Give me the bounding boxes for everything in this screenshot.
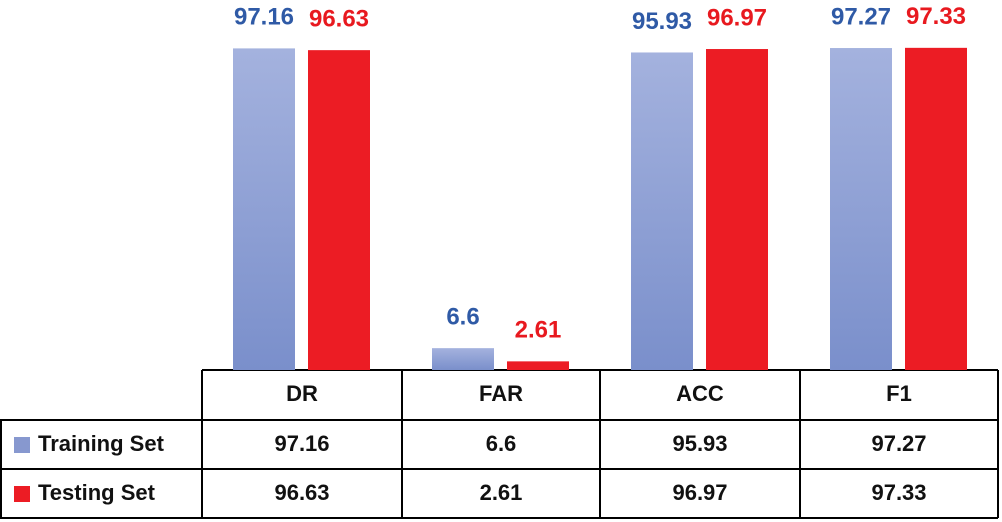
bar <box>631 52 693 370</box>
data-label: 2.61 <box>515 317 562 344</box>
table-cell: 95.93 <box>672 431 727 456</box>
table-cell: 97.16 <box>274 431 329 456</box>
legend-swatch <box>14 486 30 502</box>
bar <box>905 47 967 370</box>
legend-label: Training Set <box>38 431 165 456</box>
data-label: 96.63 <box>309 5 369 32</box>
table-cell: 6.6 <box>486 431 517 456</box>
x-category-label: ACC <box>676 381 724 406</box>
bar <box>706 49 768 371</box>
x-category-label: DR <box>286 381 318 406</box>
data-label: 96.97 <box>707 4 767 31</box>
bar <box>432 348 494 370</box>
bar <box>830 48 892 370</box>
table-cell: 97.33 <box>871 480 926 505</box>
data-label: 6.6 <box>446 303 479 330</box>
table-cell: 96.63 <box>274 480 329 505</box>
x-category-label: F1 <box>886 381 912 406</box>
data-label: 97.33 <box>906 3 966 30</box>
data-label: 97.27 <box>831 3 891 30</box>
x-category-label: FAR <box>479 381 523 406</box>
legend-label: Testing Set <box>38 480 156 505</box>
table-cell: 96.97 <box>672 480 727 505</box>
bar <box>507 361 569 370</box>
bar <box>308 50 370 371</box>
data-label: 95.93 <box>632 8 692 35</box>
table-cell: 2.61 <box>480 480 523 505</box>
bar <box>233 48 295 371</box>
table-cell: 97.27 <box>871 431 926 456</box>
legend-swatch <box>14 437 30 453</box>
data-label: 97.16 <box>234 4 294 31</box>
